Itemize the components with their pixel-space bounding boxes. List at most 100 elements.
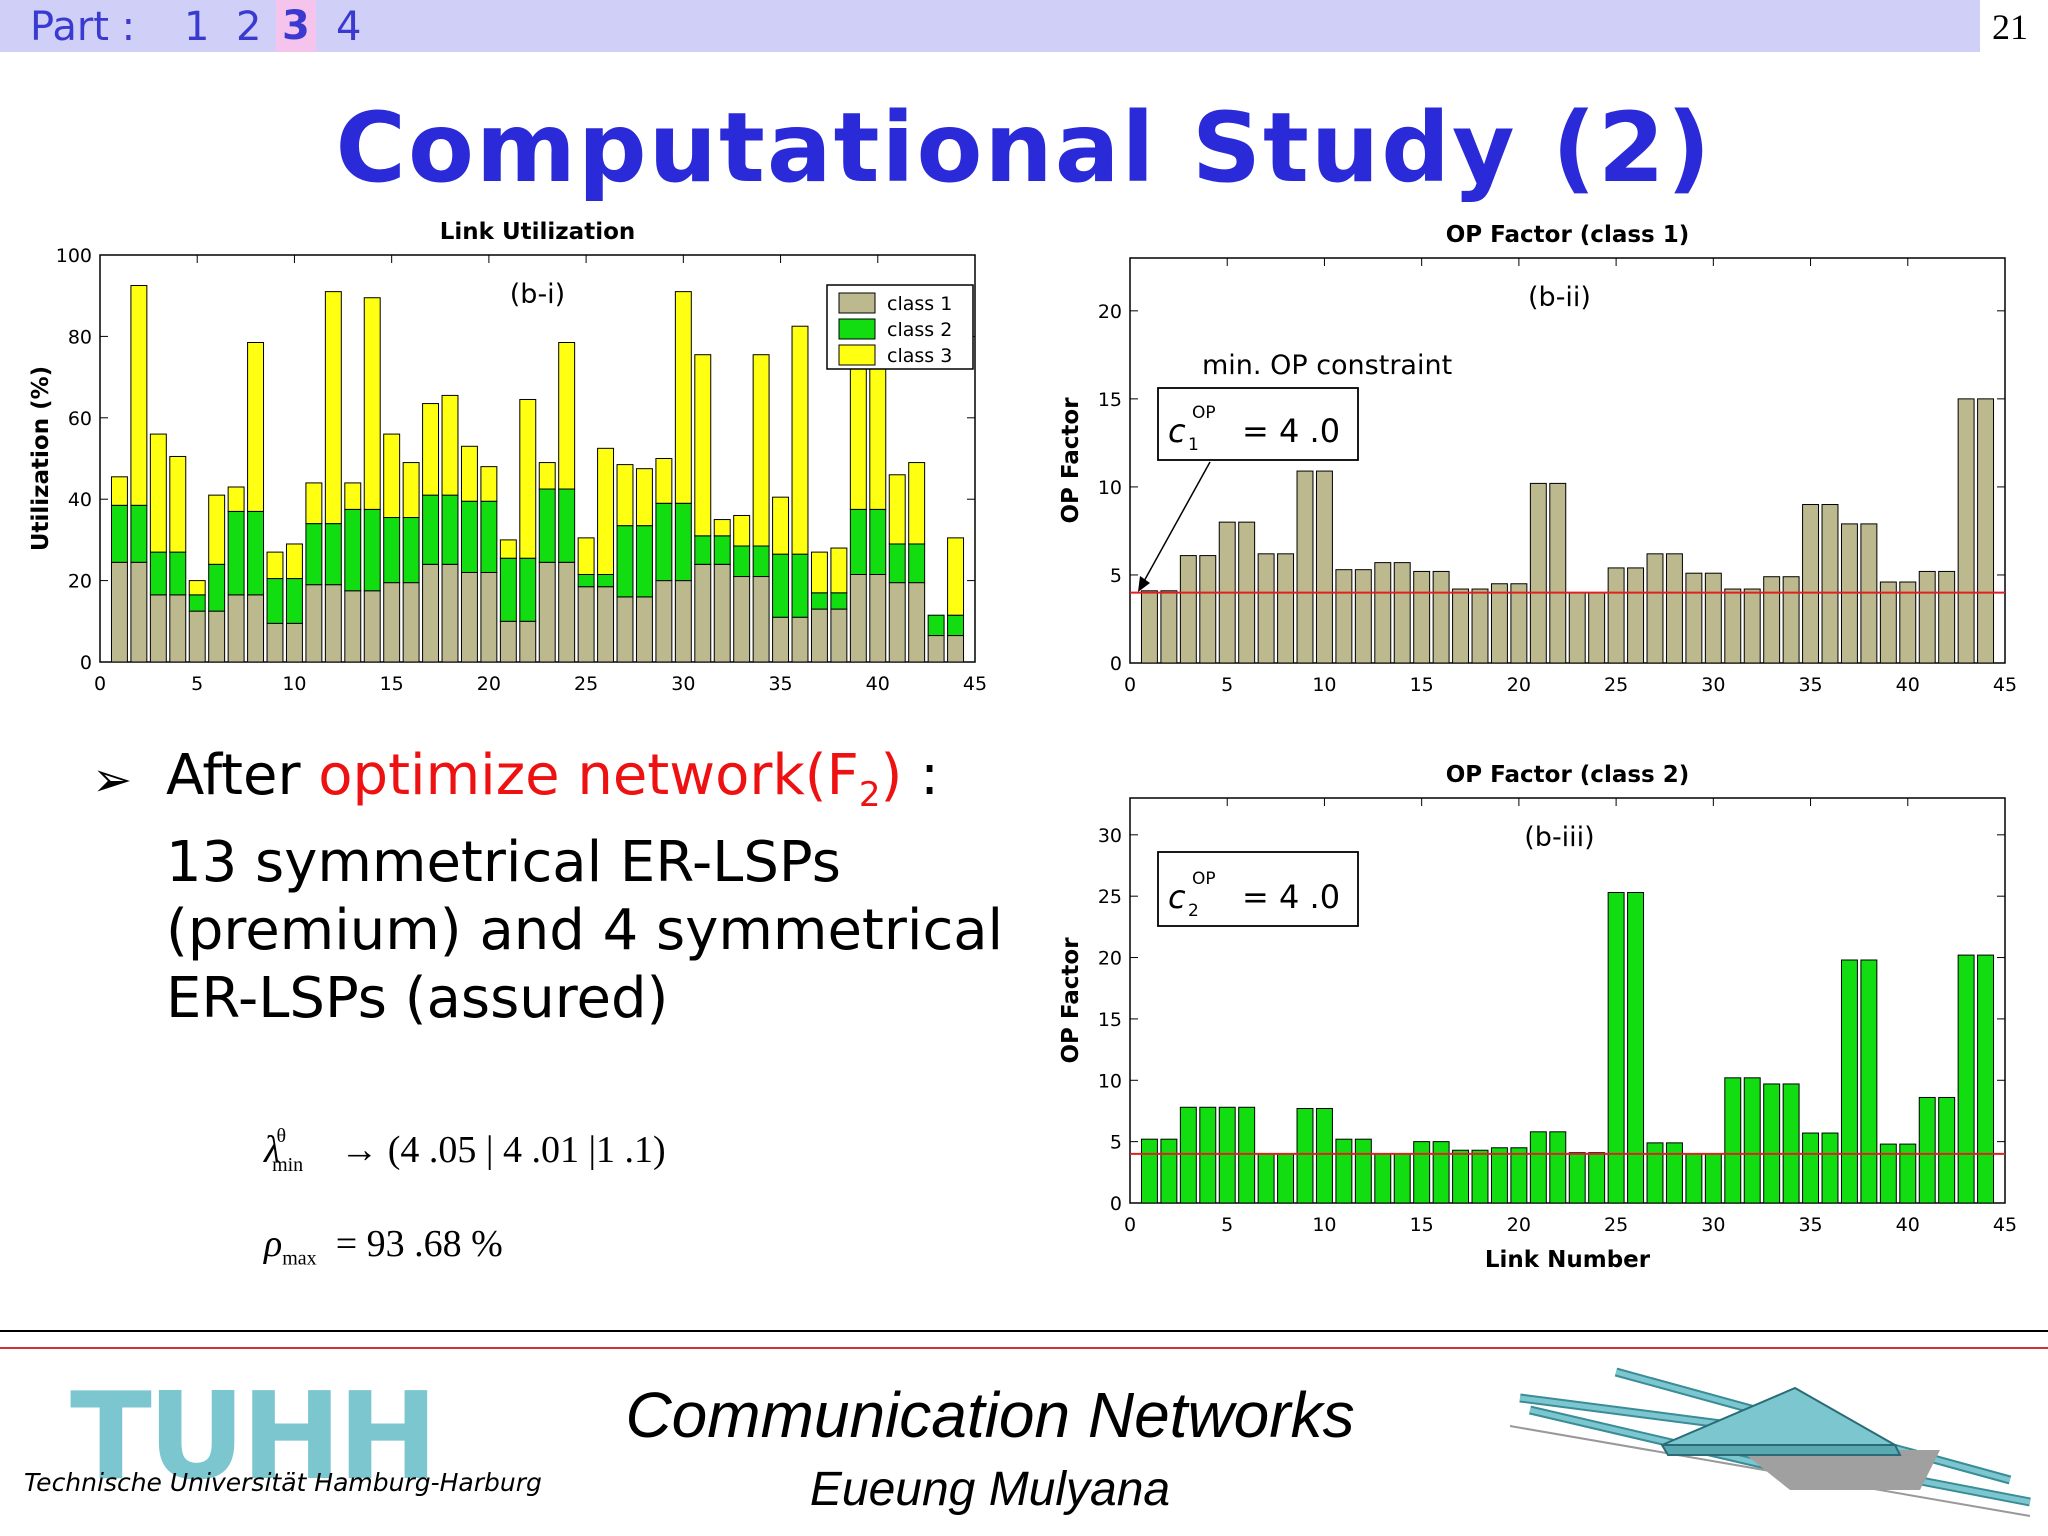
bar-class1 — [188, 610, 206, 663]
y-tick-label: 20 — [68, 571, 92, 593]
bar-class1 — [499, 620, 517, 663]
bar — [1374, 1153, 1392, 1204]
bar — [1918, 1096, 1936, 1204]
bar — [1160, 1138, 1178, 1204]
chart-title: OP Factor (class 2) — [1446, 762, 1690, 788]
bar — [1549, 482, 1567, 664]
x-tick-label: 35 — [768, 673, 792, 695]
bar — [1899, 581, 1917, 664]
bar-class3 — [888, 474, 906, 545]
bar — [1335, 569, 1353, 664]
bar — [1957, 398, 1975, 664]
bar-class1 — [149, 594, 167, 663]
bar-class1 — [577, 586, 595, 663]
bar-class2 — [363, 508, 381, 592]
bar-class3 — [305, 482, 323, 525]
bar-class3 — [577, 537, 595, 575]
x-tick-label: 10 — [282, 673, 306, 695]
bar-class2 — [441, 494, 459, 565]
x-tick-label: 40 — [866, 673, 890, 695]
bar-class2 — [149, 551, 167, 596]
bar-class3 — [694, 354, 712, 537]
bar — [1199, 1106, 1217, 1204]
bar — [1510, 583, 1528, 664]
x-tick-label: 20 — [477, 673, 501, 695]
y-tick-label: 60 — [68, 408, 92, 430]
bar — [1140, 1138, 1158, 1204]
bar — [1490, 583, 1508, 664]
bar — [1665, 553, 1683, 664]
y-tick-label: 10 — [1098, 1070, 1122, 1092]
bar — [1938, 1096, 1956, 1204]
bar-class3 — [538, 462, 556, 490]
bar — [1277, 1153, 1295, 1204]
link-utilization-chart: Link Utilization Utilization (%) 0 5 10 15 20 2… — [28, 219, 987, 695]
bar-class1 — [947, 635, 965, 663]
bar-class2 — [558, 488, 576, 563]
bar — [1374, 562, 1392, 664]
bullet-text: After optimize network(F2) : 13 symmetri… — [166, 743, 1004, 1032]
bar-class2 — [130, 504, 148, 563]
bar-class2 — [616, 525, 634, 598]
bar — [1471, 1149, 1489, 1204]
annotation-arrow — [1142, 461, 1211, 584]
bar — [1257, 553, 1275, 664]
bar-class2 — [810, 592, 828, 610]
y-tick-label: 25 — [1098, 886, 1122, 908]
footer-divider-red — [0, 1347, 2048, 1349]
bar — [1607, 567, 1625, 664]
constraint-sub: 1 — [1188, 435, 1199, 455]
bar — [1627, 567, 1645, 664]
x-tick-label: 0 — [94, 673, 106, 695]
bar-class3 — [383, 433, 401, 519]
bar — [1315, 470, 1333, 664]
panel-label: (b-iii) — [1524, 822, 1594, 853]
bar-class3 — [713, 519, 731, 537]
header-bar — [0, 0, 1980, 52]
bar-class3 — [791, 325, 809, 555]
bar-class1 — [344, 590, 362, 663]
y-axis-label: OP Factor — [1058, 397, 1084, 524]
part-link-3-active[interactable]: 3 — [276, 0, 316, 52]
bar — [1588, 592, 1606, 664]
bar — [1452, 588, 1470, 664]
legend-label-class2: class 2 — [887, 319, 952, 341]
bar — [1257, 1153, 1275, 1204]
constraint-symbol: c — [1168, 412, 1186, 450]
y-axis-label: Utilization (%) — [28, 366, 54, 551]
part-link-1[interactable]: 1 — [184, 4, 210, 50]
bar-class3 — [655, 458, 673, 504]
bar — [1413, 1141, 1431, 1204]
bar — [1529, 482, 1547, 664]
network-graphic-icon — [1509, 1367, 2031, 1517]
bar — [1627, 892, 1645, 1204]
bar — [1354, 1138, 1372, 1204]
constraint-sup: OP — [1192, 869, 1216, 889]
bar-class1 — [674, 580, 692, 663]
y-tick-label: 30 — [1098, 825, 1122, 847]
bar — [1315, 1108, 1333, 1204]
bar-class3 — [208, 494, 226, 565]
bar-class3 — [597, 447, 615, 575]
bar-class3 — [499, 539, 517, 559]
bar-class2 — [655, 502, 673, 582]
bar-class2 — [694, 535, 712, 565]
bar-class3 — [285, 543, 303, 580]
part-link-2[interactable]: 2 — [236, 4, 262, 50]
bar-class1 — [791, 616, 809, 663]
bar-class2 — [635, 525, 653, 598]
bar-class3 — [227, 486, 245, 512]
bar-class3 — [772, 496, 790, 555]
bar-class3 — [344, 482, 362, 510]
bar-class3 — [810, 551, 828, 594]
y-tick-label: 10 — [1098, 477, 1122, 499]
bar-class2 — [422, 494, 440, 565]
bar-class2 — [519, 557, 537, 622]
bar — [1277, 553, 1295, 664]
bar-class1 — [558, 561, 576, 663]
bar — [1199, 555, 1217, 664]
bar-class2 — [752, 545, 770, 578]
bar-class1 — [694, 563, 712, 663]
part-link-4[interactable]: 4 — [336, 4, 362, 50]
bar — [1918, 570, 1936, 664]
